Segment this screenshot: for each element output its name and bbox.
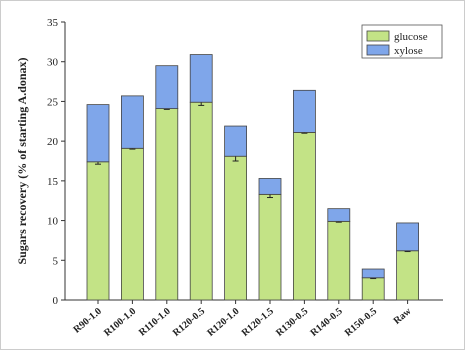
y-tick-label: 30	[47, 57, 59, 69]
bar-segment	[258, 178, 282, 195]
bar-segment	[396, 250, 420, 301]
y-tick-label: 10	[47, 216, 59, 228]
bar-segment	[361, 268, 385, 279]
bar-segment	[86, 104, 110, 163]
bar-segment	[189, 101, 213, 301]
bar-segment	[396, 222, 420, 252]
bar-segment	[86, 161, 110, 301]
bar-segment	[292, 132, 316, 301]
bar-segment	[155, 108, 179, 301]
bar-segment	[189, 54, 213, 103]
bar-segment	[121, 95, 144, 149]
bar-segment	[121, 147, 144, 301]
bar-segment	[224, 155, 248, 301]
bar-segment	[361, 277, 385, 301]
y-tick-label: 25	[47, 96, 59, 108]
legend-swatch	[366, 30, 390, 42]
y-tick-label: 5	[53, 255, 59, 267]
y-tick-label: 20	[47, 136, 59, 148]
bar-segment	[292, 89, 316, 133]
y-tick-label: 0	[53, 295, 59, 307]
legend-label: xylose	[394, 45, 423, 57]
y-tick-label: 15	[47, 176, 59, 188]
bar-segment	[155, 65, 179, 109]
y-axis-label: Sugars recovery (% of starting A.donax)	[15, 57, 29, 264]
bar-segment	[327, 220, 351, 301]
bar-segment	[224, 125, 248, 157]
y-tick-label: 35	[47, 17, 59, 29]
legend-label: glucose	[394, 31, 428, 43]
legend-swatch	[366, 44, 390, 56]
bar-segment	[327, 208, 351, 222]
bar-segment	[258, 193, 282, 301]
